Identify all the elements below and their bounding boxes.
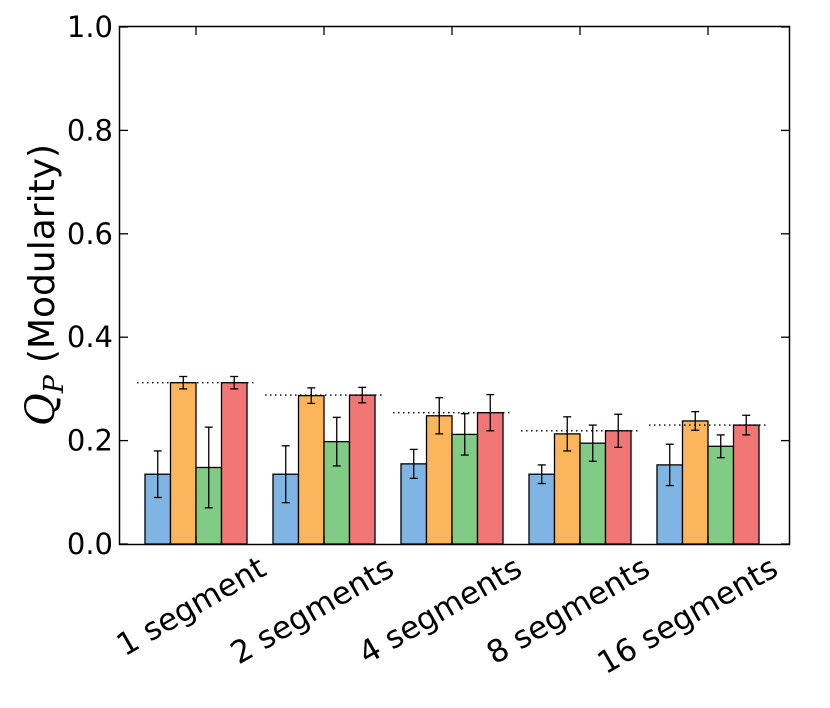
y-tick-label: 0.6 <box>67 217 113 251</box>
bars-layer <box>144 382 760 545</box>
y-axis-label: QP(Modularity) <box>18 144 70 426</box>
bar <box>220 382 248 545</box>
bar <box>169 382 197 545</box>
bar <box>528 473 556 545</box>
bar <box>681 420 709 545</box>
y-tick-label: 0.0 <box>67 527 113 561</box>
error-bars-layer <box>153 375 751 509</box>
bar <box>425 415 453 545</box>
bar <box>348 394 376 545</box>
y-axis: 0.0 0.2 0.4 0.6 0.8 1.0 <box>67 10 789 561</box>
bar <box>297 394 325 545</box>
y-tick-label: 0.2 <box>67 424 113 458</box>
bar <box>476 412 504 545</box>
y-tick-label: 0.4 <box>67 320 113 354</box>
y-tick-label: 0.8 <box>67 113 113 147</box>
y-tick-label: 1.0 <box>67 10 113 44</box>
bar <box>707 445 735 545</box>
bar <box>732 424 760 545</box>
plot-frame <box>118 25 791 546</box>
